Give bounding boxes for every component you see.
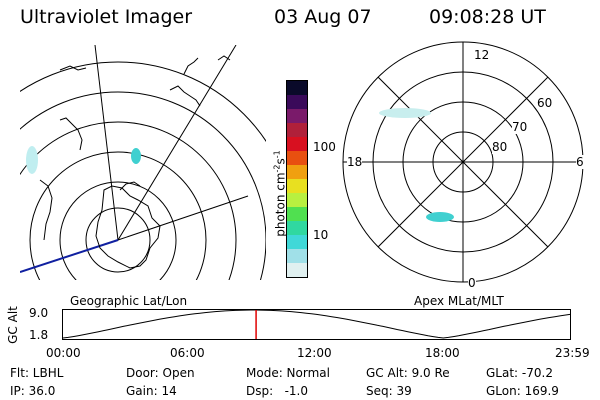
- apex-caption: Apex MLat/MLT: [414, 294, 504, 308]
- coastline-nz: [169, 85, 201, 107]
- colorbar-segment: [287, 165, 307, 179]
- xtick-2359: 23:59: [555, 346, 590, 360]
- colorbar-segment: [287, 207, 307, 221]
- xtick-1800: 18:00: [425, 346, 460, 360]
- meridian-line: [117, 45, 237, 241]
- coastline-fragment: [59, 65, 87, 71]
- lat-circle: [20, 121, 237, 280]
- mlt-label-top: 12: [474, 48, 490, 62]
- colorbar-segment: [287, 123, 307, 137]
- lat-circle: [29, 151, 207, 280]
- colorbar-segment: [287, 263, 307, 277]
- meridian-line: [117, 195, 249, 241]
- colorbar-segment: [287, 235, 307, 249]
- altitude-frame: [62, 309, 571, 340]
- info-seq: Seq: 39: [366, 384, 412, 398]
- info-mode: Mode: Normal: [246, 366, 330, 380]
- info-flt: Flt: LBHL: [10, 366, 64, 380]
- colorbar-tick-10: 10: [313, 228, 329, 242]
- aurora-patch: [131, 148, 141, 164]
- colorbar-segment: [287, 95, 307, 109]
- coastline-fragment: [119, 181, 141, 191]
- altitude-ytick-bottom: 1.8: [29, 328, 49, 342]
- coastline-fragment: [217, 55, 231, 61]
- colorbar-segment: [287, 193, 307, 207]
- colorbar-units-label: photon cm-2s-1: [272, 150, 288, 237]
- colorbar-segment: [287, 81, 307, 95]
- mlat-label-70: 70: [512, 120, 528, 134]
- colorbar-segment: [287, 221, 307, 235]
- colorbar-segment: [287, 249, 307, 263]
- altitude-ytick-top: 9.0: [29, 306, 49, 320]
- altitude-plot: [62, 309, 571, 340]
- date-label: 03 Aug 07: [274, 6, 372, 28]
- coastline-antarctica: [95, 185, 161, 269]
- colorbar-segment: [287, 151, 307, 165]
- time-label: 09:08:28 UT: [429, 6, 546, 28]
- lat-circle: [20, 61, 266, 143]
- xtick-0000: 00:00: [46, 346, 81, 360]
- aurora-patch: [26, 146, 38, 174]
- aurora-patch: [379, 108, 431, 118]
- coastline-fragment: [39, 179, 53, 241]
- mlt-label-right: 6: [576, 155, 584, 169]
- info-gc-alt: GC Alt: 9.0 Re: [366, 366, 450, 380]
- info-glon: GLon: 169.9: [486, 384, 559, 398]
- colorbar: [286, 80, 308, 278]
- coastline-fragment: [59, 117, 83, 151]
- xtick-0600: 06:00: [170, 346, 205, 360]
- mlat-label-80: 80: [492, 140, 508, 154]
- colorbar-segment: [287, 137, 307, 151]
- info-door: Door: Open: [126, 366, 195, 380]
- info-dsp: Dsp: -1.0: [246, 384, 309, 398]
- altitude-ylabel: GC Alt: [5, 306, 20, 344]
- mlt-label-bottom: 0: [468, 276, 476, 290]
- instrument-title: Ultraviolet Imager: [20, 6, 193, 28]
- coastline-nz: [183, 57, 199, 75]
- info-glat: GLat: -70.2: [486, 366, 553, 380]
- geographic-caption: Geographic Lat/Lon: [70, 294, 188, 308]
- meridian-line: [94, 45, 119, 241]
- colorbar-segment: [287, 179, 307, 193]
- mlat-mlt-plot: [342, 41, 584, 283]
- altitude-curve: [62, 309, 571, 339]
- info-gain: Gain: 14: [126, 384, 177, 398]
- colorbar-segment: [287, 109, 307, 123]
- mlat-label-60: 60: [537, 96, 553, 110]
- lat-circle: [59, 181, 177, 280]
- colorbar-tick-100: 100: [313, 140, 336, 154]
- lat-circle: [85, 207, 151, 273]
- info-ip: IP: 36.0: [10, 384, 56, 398]
- lat-circle: [20, 91, 266, 280]
- track-line: [20, 239, 119, 273]
- mlt-axis-diagonal: [377, 76, 549, 248]
- mlt-label-left: 18: [347, 155, 363, 169]
- xtick-1200: 12:00: [297, 346, 332, 360]
- aurora-patch: [426, 212, 454, 222]
